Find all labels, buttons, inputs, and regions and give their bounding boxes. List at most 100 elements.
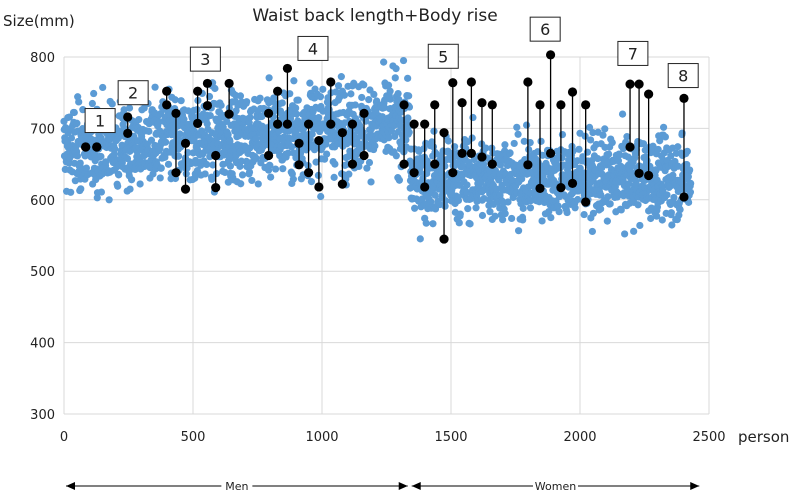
pair-point-top [123,112,133,122]
scatter-point [292,104,300,112]
scatter-point [99,83,107,92]
scatter-point [246,113,254,122]
scatter-point [486,208,494,216]
scatter-point [380,103,389,112]
scatter-point [351,101,359,109]
scatter-point [520,137,528,145]
scatter-point [108,100,116,108]
scatter-point [147,136,156,144]
annotation-label: 4 [308,39,318,58]
scatter-point [270,94,278,102]
scatter-point [617,206,625,214]
scatter-point [683,147,691,155]
scatter-point [538,151,547,159]
scatter-point [661,133,669,141]
scatter-point [422,219,430,227]
scatter-point [312,158,320,166]
pair-point-bottom [409,168,419,178]
scatter-point [110,150,118,158]
pair-point-bottom [439,234,449,244]
scatter-point [621,230,629,238]
annotation-box [117,80,149,106]
scatter-point [514,227,523,235]
scatter-point [67,188,75,196]
annotation-label: 1 [95,112,105,131]
scatter-point [589,209,598,217]
scatter-point [501,209,509,218]
scatter-point [385,134,393,142]
scatter-point [370,90,378,99]
scatter-point [323,150,331,158]
scatter-point [653,212,661,220]
scatter-point [340,91,349,99]
scatter-point [289,175,297,183]
scatter-point [73,152,82,160]
scatter-point [395,176,403,184]
scatter-point [337,73,345,81]
scatter-point [667,152,675,160]
annotation-label: 6 [540,20,550,39]
scatter-point [208,175,216,183]
scatter-point [451,143,459,151]
scatter-point [430,127,438,135]
scatter-point [526,204,535,212]
scatter-point [636,221,644,230]
pair-point-bottom [448,168,458,178]
scatter-point [236,92,245,100]
scatter-point [157,164,165,172]
scatter-point [654,145,662,154]
scatter-point [537,137,545,145]
scatter-point [634,201,642,209]
arrow-head-left [66,482,75,490]
scatter-point [608,139,616,147]
annotations: 1 2 3 4 5 6 7 8 [84,16,699,134]
scatter-point [201,170,209,178]
pair-point-top [523,77,533,87]
scatter-point [411,204,419,212]
scatter-point [604,193,612,201]
scatter-point [232,107,240,115]
scatter-point [258,112,266,121]
scatter-point [307,178,316,186]
scatter-point [245,119,253,127]
scatter-point [482,144,490,152]
pair-point-bottom [180,184,191,194]
scatter-point [388,127,396,135]
scatter-point [334,82,343,90]
scatter-point [252,154,260,163]
scatter-point [358,93,366,102]
scatter-point [683,160,691,169]
scatter-point [164,160,173,168]
x-tick-label: 1000 [305,430,338,445]
pair-point-bottom [314,182,324,192]
scatter-point [145,127,153,135]
pair-point-bottom [359,150,369,161]
annotation-label: 8 [678,67,688,86]
scatter-point [674,143,682,151]
scatter-point [254,180,262,188]
scatter-point [256,94,264,102]
pair-point-bottom [123,128,133,138]
scatter-point [464,205,472,213]
pair-point-bottom [162,100,172,110]
pair-point-top [634,79,644,89]
pair-point-top [448,78,458,88]
scatter-point [575,145,583,153]
scatter-point [395,95,403,104]
scatter-point [243,98,251,106]
scatter-point [331,160,339,168]
scatter-point [663,191,671,199]
scatter-point [392,65,400,73]
scatter-point [538,217,546,225]
pair-point-top [439,128,449,138]
scatter-point [404,74,412,82]
scatter-point [555,208,563,216]
scatter-point [405,92,413,100]
arrow-head-right [398,482,408,490]
scatter-point [519,216,527,224]
x-tick-label: 0 [60,430,68,445]
pair-point-top [457,98,467,108]
scatter-point [525,145,533,154]
scatter-point [480,160,488,168]
scatter-point [619,145,627,153]
